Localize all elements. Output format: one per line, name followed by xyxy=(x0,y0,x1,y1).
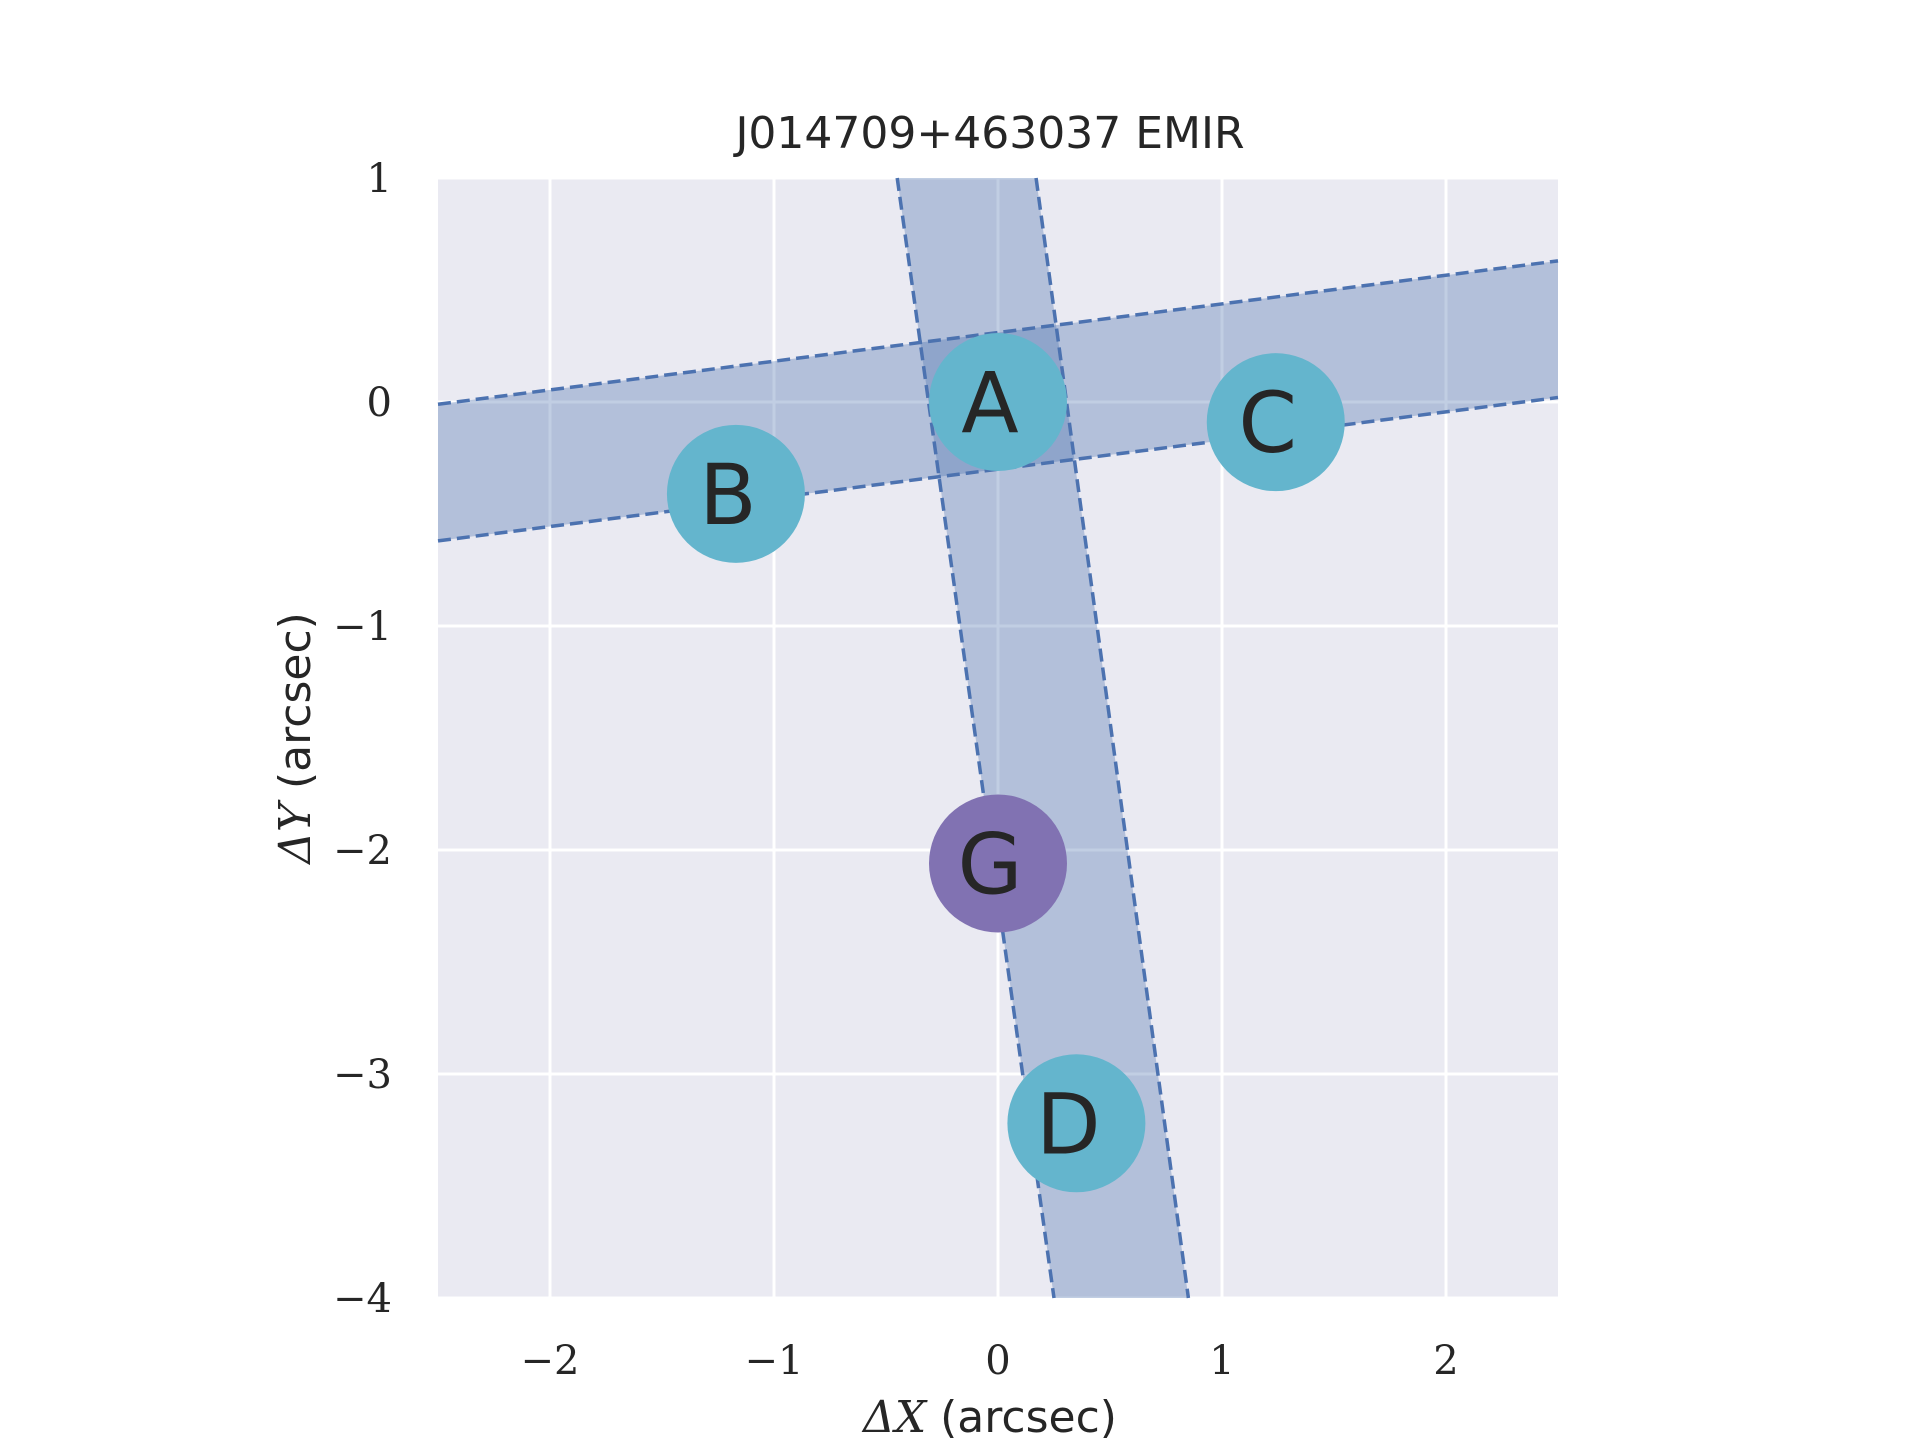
point-label-a: A xyxy=(961,354,1018,452)
y-tick-label-2: −1 xyxy=(333,604,392,650)
y-axis-label: ΔY (arcsec) xyxy=(270,612,321,866)
point-g xyxy=(929,794,1067,933)
slit-1-edge-2 xyxy=(437,395,1559,543)
y-tick-label-3: −2 xyxy=(333,828,392,874)
point-b xyxy=(666,424,805,563)
chart-title: J014709+463037 EMIR xyxy=(732,108,1244,159)
point-label-g: G xyxy=(957,815,1022,913)
point-d xyxy=(1007,1054,1146,1193)
points: A B C G D xyxy=(666,333,1345,1193)
x-tick-label-4: 2 xyxy=(1433,1338,1458,1384)
point-a xyxy=(929,333,1067,471)
y-tick-label-5: −4 xyxy=(333,1276,392,1322)
x-axis-label: ΔX (arcsec) xyxy=(861,1392,1117,1440)
x-tick-label-2: 0 xyxy=(985,1338,1010,1384)
x-axis-symbol: ΔX xyxy=(861,1392,928,1440)
y-tick-label-4: −3 xyxy=(333,1052,392,1098)
y-tick-label-1: 0 xyxy=(367,380,392,426)
point-label-d: D xyxy=(1036,1075,1101,1173)
x-tick-label-1: −1 xyxy=(745,1338,804,1384)
x-ticks: −2 −1 0 1 2 xyxy=(521,1338,1459,1384)
y-tick-label-0: 1 xyxy=(367,156,392,202)
x-tick-label-0: −2 xyxy=(521,1338,580,1384)
point-label-c: C xyxy=(1238,374,1297,472)
y-ticks: 1 0 −1 −2 −3 −4 xyxy=(333,156,392,1322)
y-axis-symbol: ΔY xyxy=(270,799,321,866)
slit-2-edge-2 xyxy=(1034,177,1191,1299)
y-axis-unit: (arcsec) xyxy=(270,612,321,803)
point-c xyxy=(1206,353,1345,492)
x-axis-unit: (arcsec) xyxy=(926,1392,1117,1440)
point-label-b: B xyxy=(699,446,757,544)
x-tick-label-3: 1 xyxy=(1209,1338,1234,1384)
slit-1-edge-1 xyxy=(437,259,1559,406)
